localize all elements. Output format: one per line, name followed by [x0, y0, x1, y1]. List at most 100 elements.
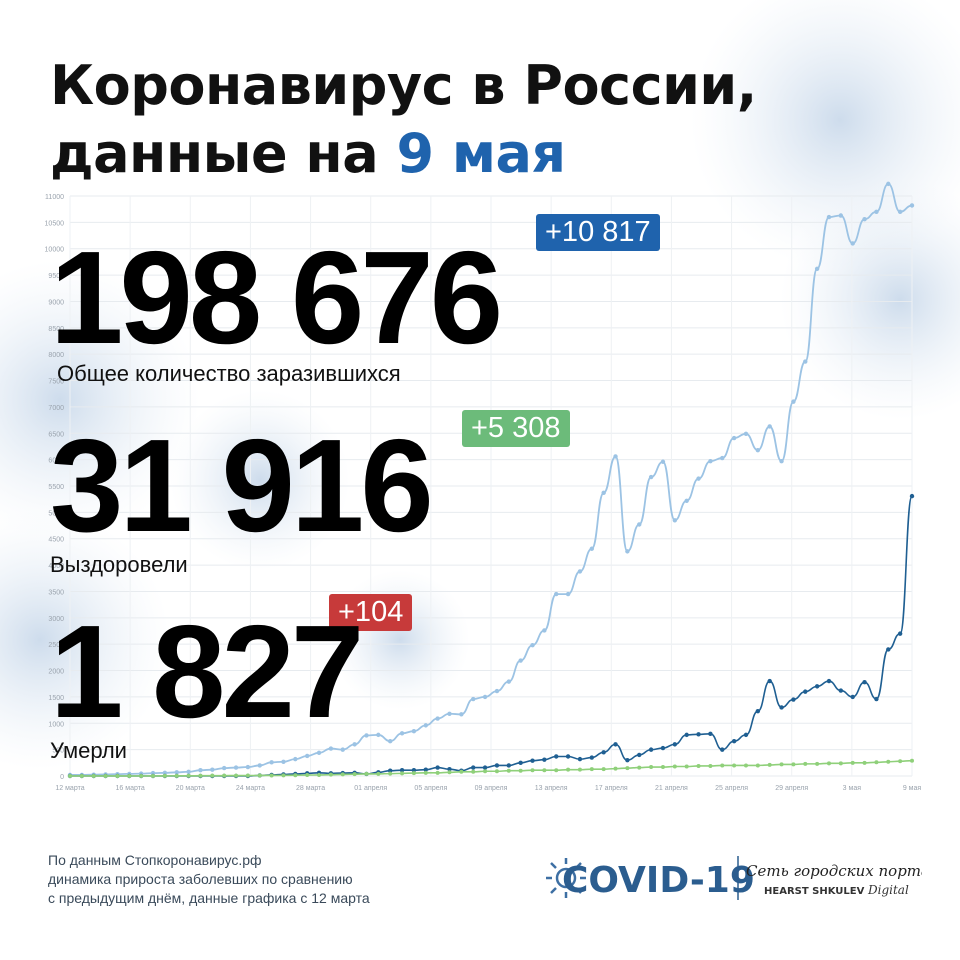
deaths-data-point: [222, 773, 227, 778]
y-tick-label: 11000: [45, 194, 64, 201]
infected-data-point: [660, 459, 666, 464]
infected-data-point: [625, 549, 630, 554]
deaths-data-point: [542, 768, 547, 773]
y-tick-label: 2000: [48, 669, 64, 676]
infected-data-point: [399, 731, 405, 736]
stat-infected: 198 676: [50, 232, 503, 364]
deaths-data-point: [103, 773, 108, 778]
infected-data-point: [791, 399, 796, 404]
recovered-data-point: [826, 678, 832, 684]
deaths-data-point: [838, 761, 843, 766]
deaths-data-point: [281, 773, 286, 778]
recovered-data-point: [791, 697, 796, 702]
x-tick-label: 28 марта: [296, 785, 325, 792]
infected-delta-badge: +10 817: [536, 214, 660, 251]
deaths-data-point: [257, 773, 262, 778]
deaths-data-point: [720, 763, 725, 768]
deaths-value: 1 827: [50, 598, 364, 745]
recovered-data-point: [660, 745, 666, 751]
deaths-data-point: [601, 767, 606, 772]
infected-data-point: [565, 591, 571, 597]
infected-data-point: [376, 732, 381, 738]
infected-data-point: [459, 712, 464, 717]
infected-data-point: [316, 750, 322, 755]
network-text: Сеть городских порталов: [746, 862, 922, 880]
deaths-data-point: [447, 770, 452, 775]
infected-data-point: [293, 756, 298, 762]
deaths-data-point: [613, 766, 618, 771]
y-tick-label: 3500: [48, 589, 64, 596]
infected-data-point: [886, 181, 891, 187]
deaths-data-point: [696, 763, 701, 768]
recovered-data-point: [909, 493, 915, 499]
x-tick-label: 01 апреля: [354, 785, 387, 792]
deaths-data-point: [708, 763, 713, 768]
recovered-data-point: [696, 732, 701, 737]
recovered-data-point: [565, 754, 571, 759]
infected-data-point: [577, 569, 583, 574]
brand-bold-text: HEARST SHKULEV: [764, 886, 865, 897]
deaths-data-point: [554, 768, 559, 773]
recovered-data-point: [554, 754, 559, 759]
infected-data-point: [672, 518, 678, 523]
deaths-data-point: [162, 773, 167, 778]
x-tick-label: 13 апреля: [535, 785, 568, 792]
deaths-data-point: [755, 763, 760, 768]
y-tick-label: 4000: [48, 563, 64, 570]
infected-data-point: [731, 435, 737, 441]
infected-data-point: [245, 764, 251, 770]
deaths-data-point: [317, 772, 322, 777]
deaths-data-point: [862, 760, 867, 765]
page-title: Коронавирус в России, данные на 9 мая: [50, 52, 757, 188]
infected-data-point: [506, 679, 511, 684]
infected-data-point: [862, 217, 867, 222]
deaths-data-point: [198, 773, 203, 778]
deaths-data-point: [400, 771, 405, 776]
y-tick-label: 10500: [45, 220, 65, 227]
virus-icon: [546, 858, 586, 898]
y-tick-label: 5000: [48, 510, 64, 517]
virus-blob-decoration: [0, 510, 170, 770]
covid19-logo: COVID-19 Сеть городских порталов HEARST …: [546, 856, 922, 901]
y-tick-label: 2500: [48, 642, 64, 649]
infected-data-point: [411, 728, 417, 734]
recovered-data-point: [447, 766, 452, 772]
recovered-data-point: [814, 684, 820, 689]
x-tick-label: 20 марта: [176, 785, 205, 792]
deaths-label: Умерли: [50, 738, 127, 763]
deaths-data-point: [886, 759, 891, 764]
deaths-data-point: [743, 763, 748, 768]
deaths-data-point: [684, 764, 689, 769]
infected-data-point: [530, 643, 535, 648]
recovered-data-point: [494, 763, 500, 768]
recovered-data-point: [577, 756, 583, 762]
deaths-data-point: [364, 771, 369, 776]
recovered-value: 31 916: [50, 412, 434, 559]
deaths-data-point: [850, 760, 855, 765]
deaths-data-point: [269, 773, 274, 778]
recovered-data-point: [506, 763, 511, 768]
infected-data-point: [328, 746, 334, 751]
source-line-3: с предыдущим днём, данные графика с 12 м…: [48, 890, 370, 906]
infected-data-point: [767, 424, 772, 429]
deaths-data-point: [803, 761, 808, 766]
infected-data-point: [269, 760, 274, 765]
deaths-delta-badge: +104: [329, 594, 413, 631]
recovered-data-point: [613, 742, 618, 747]
deaths-data-point: [91, 773, 96, 778]
infected-data-point: [186, 769, 191, 774]
infected-data-point: [826, 214, 832, 220]
x-tick-label: 21 апреля: [655, 785, 688, 792]
deaths-data-point: [732, 763, 737, 768]
deaths-data-point: [376, 771, 381, 776]
y-tick-label: 9000: [48, 299, 64, 306]
y-tick-label: 0: [60, 774, 64, 781]
x-tick-label: 25 апреля: [715, 785, 748, 792]
infected-data-point: [281, 759, 286, 764]
deaths-data-point: [115, 773, 120, 778]
infected-data-point: [874, 209, 879, 215]
source-line-1: По данным Стопкоронавирус.рф: [48, 852, 262, 868]
deaths-data-point: [494, 769, 499, 774]
infected-data-point: [471, 696, 476, 702]
